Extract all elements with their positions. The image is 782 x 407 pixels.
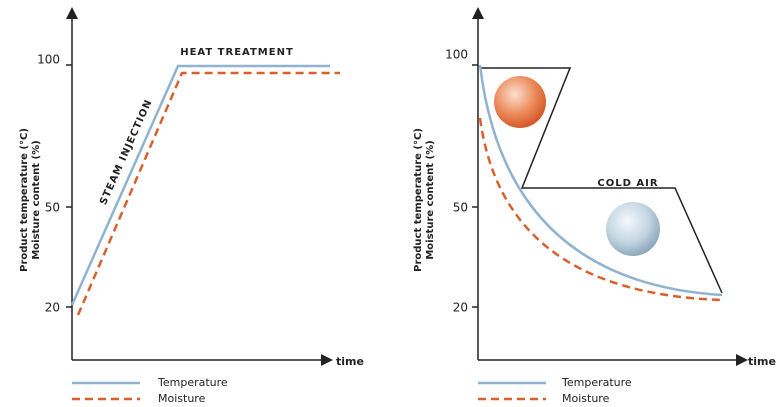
legend-label: Moisture [562, 392, 610, 405]
x-label: time [336, 355, 364, 368]
legend-label: Moisture [158, 392, 206, 405]
legend-label: Temperature [157, 376, 228, 389]
tick-label: 100 [37, 53, 60, 67]
legend-label: Temperature [561, 376, 632, 389]
cold-icon [606, 202, 660, 256]
panel-right: 100 50 20 Product temperature (°C) Moist… [413, 10, 776, 405]
y-label: Moisture content (%) [31, 140, 42, 259]
y-label: Moisture content (%) [425, 140, 436, 259]
y-label: Product temperature (°C) [19, 128, 30, 272]
diagram: 100 50 20 Product temperature (°C) Moist… [0, 0, 782, 407]
panel-left: 100 50 20 Product temperature (°C) Moist… [19, 10, 364, 405]
annotation: HEAT TREATMENT [180, 47, 294, 58]
tick-label: 20 [453, 301, 468, 315]
tick-label: 100 [445, 48, 468, 62]
tick-label: 50 [45, 201, 60, 215]
moisture-line [78, 73, 340, 315]
y-label: Product temperature (°C) [413, 128, 424, 272]
tick-label: 20 [45, 301, 60, 315]
annotation: COLD AIR [597, 178, 658, 189]
annotation: STEAM INJECTION [98, 98, 155, 207]
moisture-line [480, 118, 722, 300]
tick-label: 50 [453, 201, 468, 215]
x-label: time [748, 355, 776, 368]
hot-icon [494, 76, 546, 128]
